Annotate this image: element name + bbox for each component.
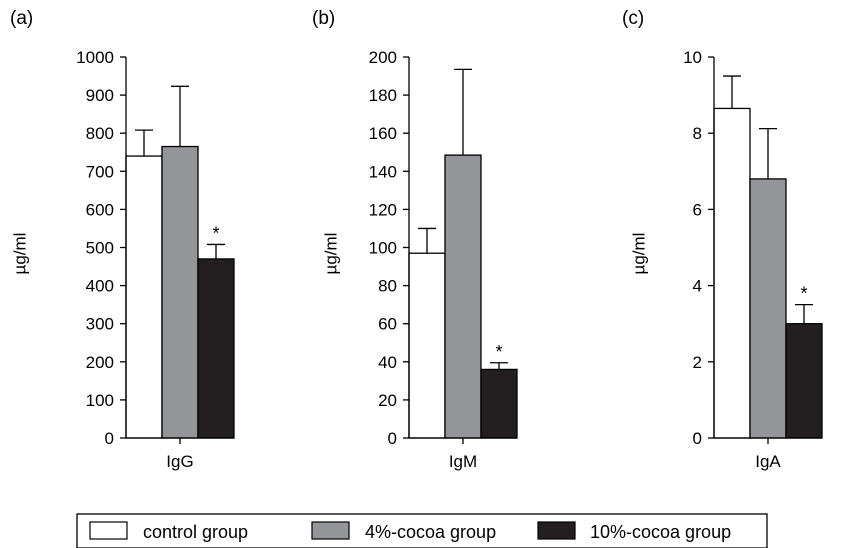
bar [161, 145, 199, 439]
x-category-label: IgM [449, 452, 477, 471]
bar [785, 323, 823, 439]
chart-panel-2: (b) µg/ml * 0 20 40 60 80 100 120 140 160 180 200 IgM [312, 8, 518, 471]
y-tick-label: 200 [86, 353, 114, 372]
bar [125, 155, 163, 439]
y-tick-label: 8 [693, 124, 702, 143]
significance-star: * [800, 284, 807, 304]
y-tick-label: 600 [86, 200, 114, 219]
legend-label-4pct: 4%-cocoa group [365, 522, 496, 542]
legend-item-control: control group [89, 521, 248, 542]
y-tick-label: 60 [378, 315, 397, 334]
panel-label: (a) [10, 8, 33, 29]
x-category-label: IgG [166, 452, 193, 471]
bar [749, 178, 787, 439]
y-tick-label: 900 [86, 86, 114, 105]
y-tick-label: 700 [86, 162, 114, 181]
panel-label: (c) [622, 8, 644, 29]
legend-item-10pct: 10%-cocoa group [537, 521, 731, 542]
y-tick-label: 10 [683, 48, 702, 67]
chart-panels: (a)µg/ml *0100200300400500600700800900100… [10, 8, 823, 471]
y-tick-label: 300 [86, 315, 114, 334]
chart-panel-3: (c) µg/ml * 0 2 4 6 8 10 IgA [622, 8, 823, 471]
y-tick-label: 40 [378, 353, 397, 372]
y-tick-label: 200 [369, 48, 397, 67]
y-tick-label: 500 [86, 239, 114, 258]
legend-label-control: control group [143, 522, 248, 542]
x-category-label: IgA [755, 452, 781, 471]
y-tick-label: 160 [369, 124, 397, 143]
panel-label: (b) [312, 8, 335, 29]
legend-border [76, 513, 768, 548]
significance-star: * [495, 342, 502, 362]
y-tick-label: 800 [86, 124, 114, 143]
y-axis-label: µg/ml [321, 233, 340, 275]
legend-swatch-4pct [311, 521, 350, 540]
bar [480, 368, 518, 439]
bar [408, 252, 446, 439]
bar [197, 258, 235, 439]
y-tick-label: 1000 [76, 48, 114, 67]
y-tick-label: 6 [693, 200, 702, 219]
significance-star: * [212, 223, 219, 243]
chart-panel-1: (a) µg/ml * 0 100 200 300 400 500 600 700 800 900 100… [10, 8, 235, 471]
y-tick-label: 100 [369, 239, 397, 258]
legend-label-10pct: 10%-cocoa group [590, 522, 731, 542]
y-axis-label: µg/ml [629, 233, 648, 275]
y-tick-label: 0 [388, 429, 397, 448]
y-tick-label: 140 [369, 162, 397, 181]
y-tick-label: 80 [378, 277, 397, 296]
legend-swatch-control [89, 521, 128, 540]
legend-item-4pct: 4%-cocoa group [311, 521, 496, 542]
bar [713, 107, 751, 439]
y-tick-label: 0 [105, 429, 114, 448]
y-tick-label: 180 [369, 86, 397, 105]
y-tick-label: 400 [86, 277, 114, 296]
legend-swatch-10pct [537, 521, 576, 540]
y-tick-label: 4 [693, 277, 702, 296]
y-tick-label: 100 [86, 391, 114, 410]
y-tick-label: 0 [693, 429, 702, 448]
legend: control group 4%-cocoa group 10%-cocoa g… [76, 513, 768, 548]
y-tick-label: 120 [369, 200, 397, 219]
y-axis-label: µg/ml [10, 233, 29, 275]
bar [444, 154, 482, 439]
y-tick-label: 20 [378, 391, 397, 410]
y-tick-label: 2 [693, 353, 702, 372]
